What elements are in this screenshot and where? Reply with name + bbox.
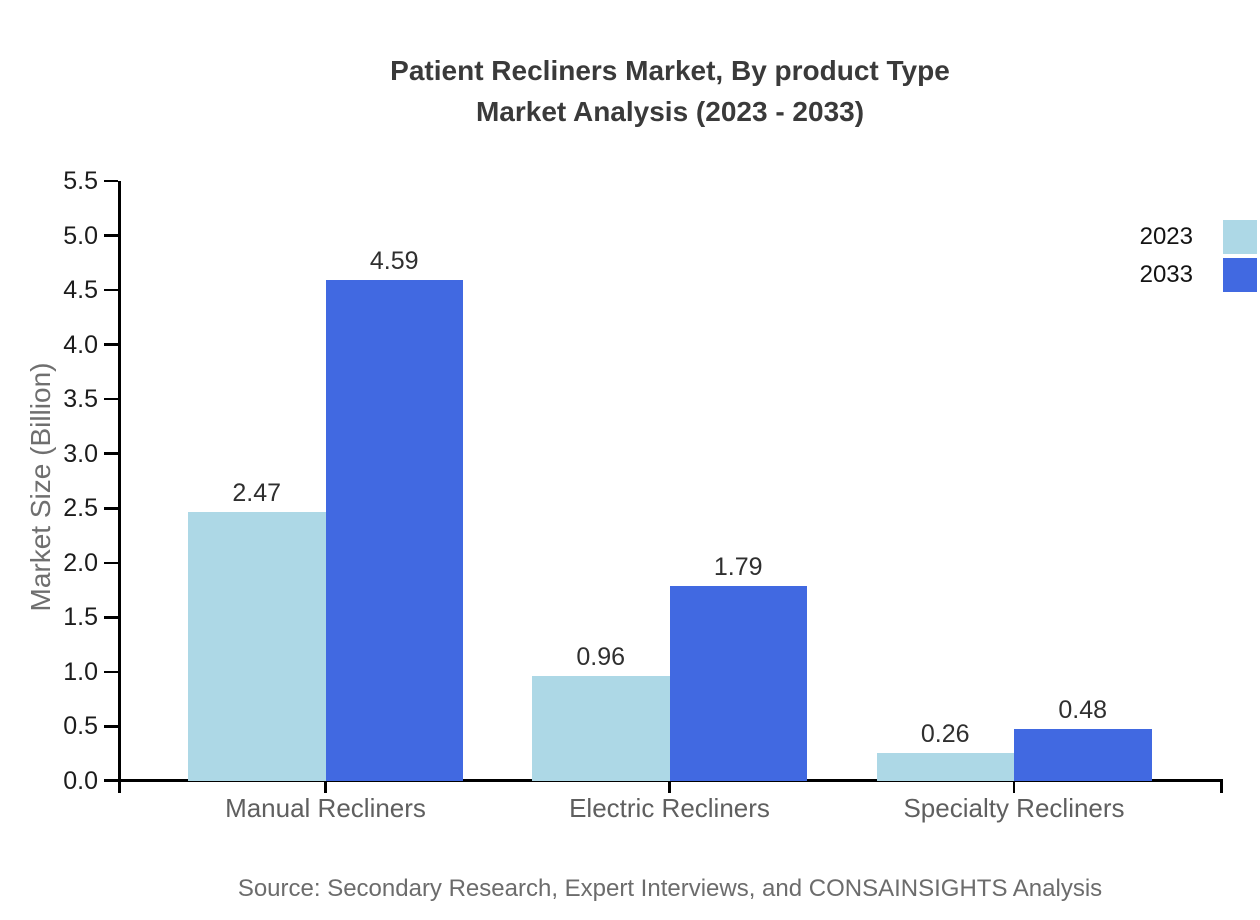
y-tick-label: 2.0 xyxy=(63,548,98,577)
y-tick xyxy=(104,616,118,619)
bar-2033-specialty-recliners xyxy=(1014,728,1152,781)
x-tick xyxy=(1012,779,1016,793)
y-tick-label: 2.5 xyxy=(63,494,98,523)
bar-value-label: 4.59 xyxy=(369,247,419,276)
y-tick xyxy=(104,397,118,401)
bar-2023-manual-recliners xyxy=(188,511,326,781)
x-category-label: Electric Recliners xyxy=(569,793,770,823)
legend-swatch-2023 xyxy=(1223,220,1257,254)
y-tick xyxy=(104,343,118,346)
y-tick xyxy=(104,288,118,292)
bar-value-label: 0.48 xyxy=(1058,695,1108,724)
y-tick-label: 0.5 xyxy=(63,712,98,741)
y-tick xyxy=(104,725,118,728)
chart-title-line2: Market Analysis (2023 - 2033) xyxy=(475,96,865,127)
y-tick-label: 5.5 xyxy=(63,167,98,195)
bar-value-label: 2.47 xyxy=(232,478,282,507)
bar-2033-manual-recliners xyxy=(325,280,463,781)
legend-label-2023: 2023 xyxy=(1139,223,1193,250)
y-tick-label: 3.5 xyxy=(63,385,98,414)
bar-2023-specialty-recliners xyxy=(876,752,1014,781)
source-note: Source: Secondary Research, Expert Inter… xyxy=(237,875,1103,902)
y-tick-label: 1.5 xyxy=(63,603,98,632)
x-tick xyxy=(324,779,327,793)
legend-label-2033: 2033 xyxy=(1139,261,1193,288)
y-axis-line xyxy=(118,181,121,793)
y-tick-label: 4.0 xyxy=(63,330,98,359)
legend-item-2023: 2023 xyxy=(1140,220,1257,254)
bar-value-label: 1.79 xyxy=(713,552,763,581)
y-tick-label: 4.5 xyxy=(63,276,98,305)
bar-2023-electric-recliners xyxy=(532,676,670,781)
y-tick xyxy=(104,179,118,183)
chart-title-line1: Patient Recliners Market, By product Typ… xyxy=(390,55,950,86)
chart-title: Patient Recliners Market, By product Typ… xyxy=(118,50,1222,132)
x-category-label: Manual Recliners xyxy=(225,793,426,823)
legend-swatch-2033 xyxy=(1223,258,1257,292)
bar-2033-electric-recliners xyxy=(669,585,807,781)
y-tick xyxy=(104,779,118,783)
y-tick-label: 3.0 xyxy=(63,439,98,468)
legend-item-2033: 2033 xyxy=(1140,258,1257,292)
x-tick xyxy=(668,779,671,793)
y-tick xyxy=(104,234,118,237)
bar-value-label: 0.96 xyxy=(576,643,626,672)
x-axis-end-tick xyxy=(1220,779,1223,793)
y-tick-label: 5.0 xyxy=(63,221,98,250)
y-tick xyxy=(104,670,118,674)
y-tick-label: 1.0 xyxy=(63,657,98,686)
x-category-label: Specialty Recliners xyxy=(903,793,1125,823)
bar-value-label: 0.26 xyxy=(920,719,970,748)
y-tick xyxy=(104,561,118,565)
y-tick-label: 0.0 xyxy=(63,767,98,795)
y-tick xyxy=(104,507,118,510)
y-tick xyxy=(104,452,118,455)
